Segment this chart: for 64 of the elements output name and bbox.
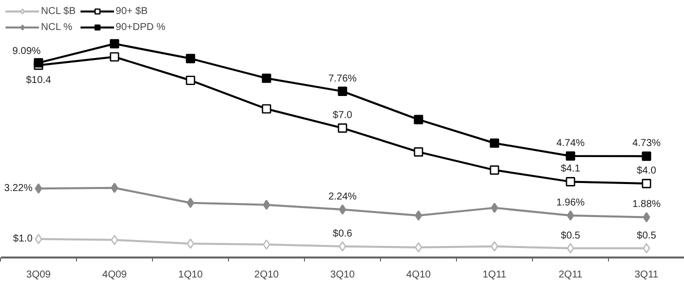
point bbox=[490, 165, 500, 175]
point bbox=[642, 152, 652, 161]
data-label: $10.4 bbox=[26, 75, 52, 86]
data-label: 9.09% bbox=[12, 46, 41, 57]
point bbox=[566, 177, 576, 186]
data-label: 7.76% bbox=[328, 73, 357, 84]
point bbox=[642, 178, 652, 188]
data-label: 2.24% bbox=[328, 192, 357, 203]
point bbox=[414, 114, 424, 124]
x-tick-label: 4Q10 bbox=[406, 270, 432, 280]
point bbox=[566, 210, 574, 221]
point bbox=[186, 54, 196, 64]
point bbox=[34, 58, 44, 68]
point bbox=[110, 234, 118, 246]
x-tick-label: 4Q09 bbox=[102, 270, 128, 280]
point bbox=[338, 86, 348, 96]
legend-label: NCL % bbox=[41, 21, 72, 33]
point bbox=[490, 202, 498, 213]
x-tick-label: 3Q11 bbox=[634, 270, 659, 280]
point bbox=[566, 243, 574, 254]
data-label: 1.88% bbox=[632, 199, 661, 210]
point bbox=[110, 39, 120, 48]
x-tick-label: 3Q10 bbox=[330, 270, 356, 280]
point bbox=[414, 147, 424, 157]
point bbox=[262, 200, 270, 210]
x-tick-label: 3Q09 bbox=[26, 270, 52, 280]
x-tick-label: 2Q10 bbox=[254, 270, 280, 280]
data-label: $4.0 bbox=[636, 166, 657, 177]
legend-label: NCL $B bbox=[41, 5, 76, 17]
point bbox=[642, 212, 650, 222]
point bbox=[186, 198, 194, 208]
data-label: $7.0 bbox=[332, 110, 353, 122]
point bbox=[110, 52, 120, 62]
point bbox=[414, 210, 422, 221]
point bbox=[34, 234, 42, 244]
x-tick-label: 1Q10 bbox=[178, 270, 204, 280]
data-label: $0.5 bbox=[636, 230, 657, 242]
x-tick-label: 1Q11 bbox=[482, 270, 507, 280]
point bbox=[262, 74, 272, 83]
point bbox=[642, 243, 650, 254]
point bbox=[338, 204, 346, 215]
data-label: $1.0 bbox=[13, 234, 33, 245]
point bbox=[186, 76, 196, 86]
legend-label: 90+ $B bbox=[116, 5, 148, 17]
legend-label: 90+DPD % bbox=[116, 21, 166, 33]
data-label: $4.1 bbox=[560, 164, 581, 175]
point bbox=[338, 241, 346, 252]
point bbox=[186, 238, 194, 249]
point bbox=[566, 151, 576, 161]
data-label: 3.22% bbox=[4, 183, 33, 194]
data-label: 4.73% bbox=[632, 138, 661, 150]
point bbox=[262, 239, 270, 250]
point bbox=[34, 183, 42, 194]
x-tick-label: 2Q11 bbox=[558, 270, 583, 280]
data-label: 1.96% bbox=[556, 198, 585, 209]
data-label: $0.5 bbox=[560, 230, 581, 242]
data-label: $0.6 bbox=[332, 228, 353, 240]
point bbox=[414, 242, 422, 252]
point bbox=[490, 241, 498, 252]
point bbox=[338, 123, 348, 133]
point bbox=[490, 138, 500, 148]
point bbox=[262, 104, 272, 114]
data-label: 4.74% bbox=[556, 138, 585, 149]
point bbox=[110, 182, 118, 194]
